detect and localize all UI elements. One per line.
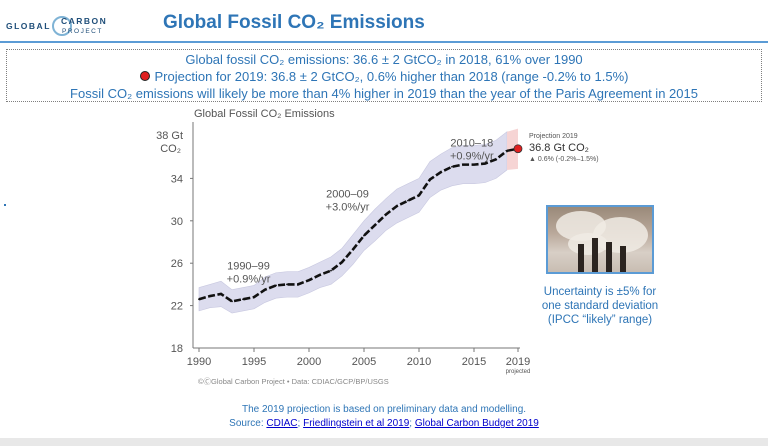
smokestack — [592, 238, 598, 272]
smokestack — [578, 244, 584, 272]
footnote-projection: The 2019 projection is based on prelimin… — [241, 404, 527, 415]
emissions-point — [363, 234, 365, 237]
growth-annotation-rate: +0.9%/yr — [227, 274, 271, 286]
source-link-friedlingstein[interactable]: Friedlingstein et al 2019 — [303, 418, 410, 429]
x-tick-label: 2019 — [506, 356, 530, 368]
summary-line-projection: Projection for 2019: 36.8 ± 2 GtCO₂, 0.6… — [0, 69, 768, 84]
smokestack-photo — [546, 205, 654, 274]
source-separator: ; — [297, 418, 304, 429]
logo-ring-icon — [52, 16, 72, 36]
summary-line-2018: Global fossil CO₂ emissions: 36.6 ± 2 Gt… — [185, 52, 583, 67]
emissions-point — [352, 248, 354, 251]
projection-label-range: ▲ 0.6% (-0.2%–1.5%) — [529, 156, 599, 163]
source-link-global-carbon-budget[interactable]: Global Carbon Budget 2019 — [414, 418, 539, 429]
growth-annotation-period: 2010–18 — [450, 138, 493, 150]
x-projected-label: projected — [506, 369, 531, 375]
x-tick-label: 2010 — [407, 356, 431, 368]
projection-label-title: Projection 2019 — [529, 133, 578, 140]
emissions-point — [308, 279, 310, 282]
growth-annotation-rate: +0.9%/yr — [450, 151, 494, 163]
summary-line-paris: Fossil CO₂ emissions will likely be more… — [70, 86, 698, 101]
smokestack — [620, 246, 626, 272]
emissions-point — [451, 165, 453, 168]
smokestack — [606, 242, 612, 272]
emissions-point — [297, 283, 299, 286]
x-tick-label: 2000 — [297, 356, 321, 368]
projection-point — [513, 144, 523, 154]
smoke-cloud — [568, 233, 608, 255]
emissions-point — [440, 171, 442, 173]
emissions-point — [462, 163, 464, 166]
y-axis-unit-label: CO₂ — [160, 143, 181, 155]
emissions-point — [286, 283, 288, 286]
emissions-point — [198, 298, 200, 301]
source-separator: ; — [409, 418, 415, 429]
emissions-point — [495, 158, 497, 161]
emissions-point — [429, 178, 431, 181]
emissions-point — [253, 296, 255, 299]
y-tick-label: 30 — [171, 216, 183, 228]
emissions-point — [264, 288, 266, 291]
summary-line-projection-text: Projection for 2019: 36.8 ± 2 GtCO₂, 0.6… — [154, 69, 629, 84]
emissions-point — [407, 199, 409, 202]
projection-dot-icon — [139, 71, 150, 81]
emissions-point — [374, 224, 376, 226]
emissions-point — [231, 300, 233, 303]
logo-text-project: PROJECT — [62, 28, 103, 35]
source-prefix: Source: — [229, 418, 267, 429]
growth-annotation-rate: +3.0%/yr — [326, 201, 370, 213]
x-tick-label: 2005 — [352, 356, 376, 368]
emissions-point — [418, 194, 420, 197]
projection-label-value: 36.8 Gt CO₂ — [529, 142, 589, 154]
bottom-bar — [0, 438, 768, 446]
emissions-point — [330, 269, 332, 272]
title-divider — [0, 41, 768, 43]
slide-title: Global Fossil CO₂ Emissions — [163, 12, 425, 33]
emissions-point — [341, 261, 343, 264]
y-axis-label: 38 Gt — [156, 130, 183, 142]
y-tick-label: 34 — [171, 173, 183, 185]
footnote-sources: Source: CDIAC; Friedlingstein et al 2019… — [0, 418, 768, 429]
y-tick-label: 26 — [171, 258, 183, 270]
y-tick-label: 22 — [171, 301, 183, 313]
emissions-point — [209, 295, 211, 297]
emissions-point — [220, 293, 222, 295]
logo-text-global: GLOBAL — [6, 21, 51, 31]
emissions-point — [275, 284, 277, 287]
emissions-point — [385, 213, 387, 216]
growth-annotation-period: 1990–99 — [227, 261, 270, 273]
y-tick-label: 18 — [171, 343, 183, 355]
growth-annotation-period: 2000–09 — [326, 188, 369, 200]
emissions-point — [473, 163, 475, 166]
emissions-point — [319, 273, 321, 276]
x-tick-label: 1990 — [187, 356, 211, 368]
emissions-point — [484, 162, 486, 165]
stray-dot — [4, 204, 6, 206]
x-tick-label: 1995 — [242, 356, 266, 368]
summary-box — [6, 49, 762, 102]
source-link-cdiac[interactable]: CDIAC — [266, 418, 298, 429]
global-carbon-project-logo: GLOBAL CARBON PROJECT — [6, 14, 128, 44]
emissions-point — [242, 298, 244, 301]
logo-text-carbon: CARBON — [61, 16, 108, 26]
uncertainty-note: Uncertainty is ±5% for one standard devi… — [541, 286, 659, 326]
chart-source-note: ©ⒸGlobal Carbon Project • Data: CDIAC/GC… — [198, 377, 389, 386]
x-tick-label: 2015 — [462, 356, 486, 368]
emissions-point — [396, 205, 398, 207]
chart-title: Global Fossil CO₂ Emissions — [194, 108, 335, 120]
